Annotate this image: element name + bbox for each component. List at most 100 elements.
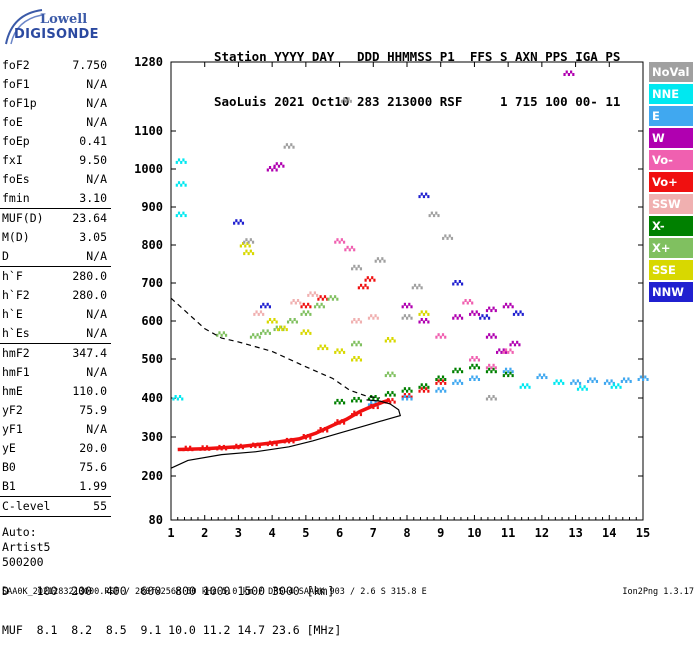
echo-point (246, 242, 249, 245)
echo-point (610, 379, 613, 383)
echo-point (444, 389, 447, 393)
echo-point (260, 305, 263, 309)
echo-point (403, 393, 406, 397)
echo-point (490, 370, 493, 374)
echo-point (518, 343, 521, 347)
echo-point (189, 445, 192, 449)
echo-point (410, 316, 413, 320)
echo-point (524, 385, 527, 389)
echo-point (608, 381, 611, 385)
echo-point (292, 299, 295, 302)
echo-point (338, 350, 341, 354)
echo-point (351, 267, 354, 271)
echo-point (427, 312, 430, 316)
echo-point (262, 312, 265, 316)
echo-point (326, 347, 329, 351)
echo-point (408, 393, 411, 397)
echo-point (220, 333, 223, 337)
echo-point (249, 335, 253, 339)
echo-point (553, 381, 556, 385)
echo-point (393, 400, 396, 404)
echo-point (439, 335, 442, 339)
echo-point (366, 286, 369, 290)
echo-point (175, 183, 178, 187)
echo-point (302, 310, 305, 314)
echo-point (492, 395, 495, 398)
echo-point (205, 445, 209, 449)
param-value: 75.6 (79, 460, 107, 474)
echo-point (507, 305, 510, 309)
echo-point (578, 381, 582, 385)
param-row: foEs N/A (0, 170, 111, 189)
x-tick-label: 12 (535, 526, 549, 540)
echo-point (504, 367, 508, 371)
echo-point (342, 240, 346, 244)
echo-point (331, 297, 335, 301)
echo-point (260, 331, 263, 335)
echo-point (498, 348, 501, 352)
echo-point (490, 335, 493, 339)
echo-point (437, 375, 440, 379)
echo-point (292, 440, 295, 444)
echo-point (545, 376, 548, 380)
param-value: 9.50 (79, 153, 107, 167)
param-group-confidence: C-level 55 (0, 497, 111, 516)
echo-point (323, 344, 327, 348)
echo-point (353, 396, 356, 400)
echo-point (460, 316, 464, 320)
param-label: C-level (2, 499, 51, 513)
echo-point (519, 385, 522, 389)
echo-point (432, 214, 436, 218)
echo-point (471, 310, 474, 314)
param-value: 347.4 (72, 346, 107, 360)
echo-point (374, 314, 377, 318)
distance-row: D 100 200 400 600 800 1000 1500 3000 [km… (2, 584, 335, 598)
x-tick-label: 9 (437, 526, 444, 540)
echo-point (435, 378, 438, 381)
echo-point (442, 236, 445, 240)
param-label: MUF(D) (2, 211, 44, 225)
echo-point (258, 335, 261, 339)
echo-point (416, 286, 419, 290)
param-row: h`E N/A (0, 305, 111, 324)
echo-point (289, 318, 292, 321)
param-row: h`F2 280.0 (0, 286, 111, 305)
echo-point (509, 367, 512, 371)
echo-point (384, 374, 387, 378)
echo-point (302, 302, 305, 306)
echo-point (456, 370, 459, 374)
echo-point (485, 366, 489, 370)
echo-point (439, 378, 442, 381)
echo-point (350, 245, 354, 249)
echo-point (593, 377, 596, 381)
echo-point (304, 305, 308, 309)
divider (0, 208, 111, 209)
echo-point (444, 234, 447, 238)
echo-point (386, 337, 390, 340)
echo-point (507, 350, 510, 354)
echo-point (485, 335, 489, 339)
ionogram-chart: 1 2 3 4 5 6 7 8 9 10 11 12 13 14 158020030040050060070… (134, 55, 650, 540)
echo-point (469, 358, 472, 362)
echo-point (235, 219, 238, 223)
echo-point (182, 158, 185, 162)
legend-item: SSE (649, 260, 693, 280)
echo-point (370, 314, 373, 318)
logo-line1: Lowell (40, 12, 88, 27)
echo-point (543, 373, 546, 377)
echo-point (273, 318, 276, 321)
echo-point (321, 297, 324, 301)
echo-point (485, 370, 489, 374)
y-tick-label: 200 (141, 469, 163, 483)
echo-point (406, 305, 409, 309)
echo-point (427, 320, 430, 324)
param-value: 23.64 (72, 211, 107, 225)
echo-point (644, 375, 647, 379)
echo-point (411, 286, 414, 290)
echo-point (174, 395, 177, 398)
echo-point (359, 267, 363, 271)
param-value: N/A (86, 172, 107, 186)
echo-point (327, 297, 330, 301)
echo-point (334, 295, 337, 299)
echo-point (299, 301, 302, 305)
